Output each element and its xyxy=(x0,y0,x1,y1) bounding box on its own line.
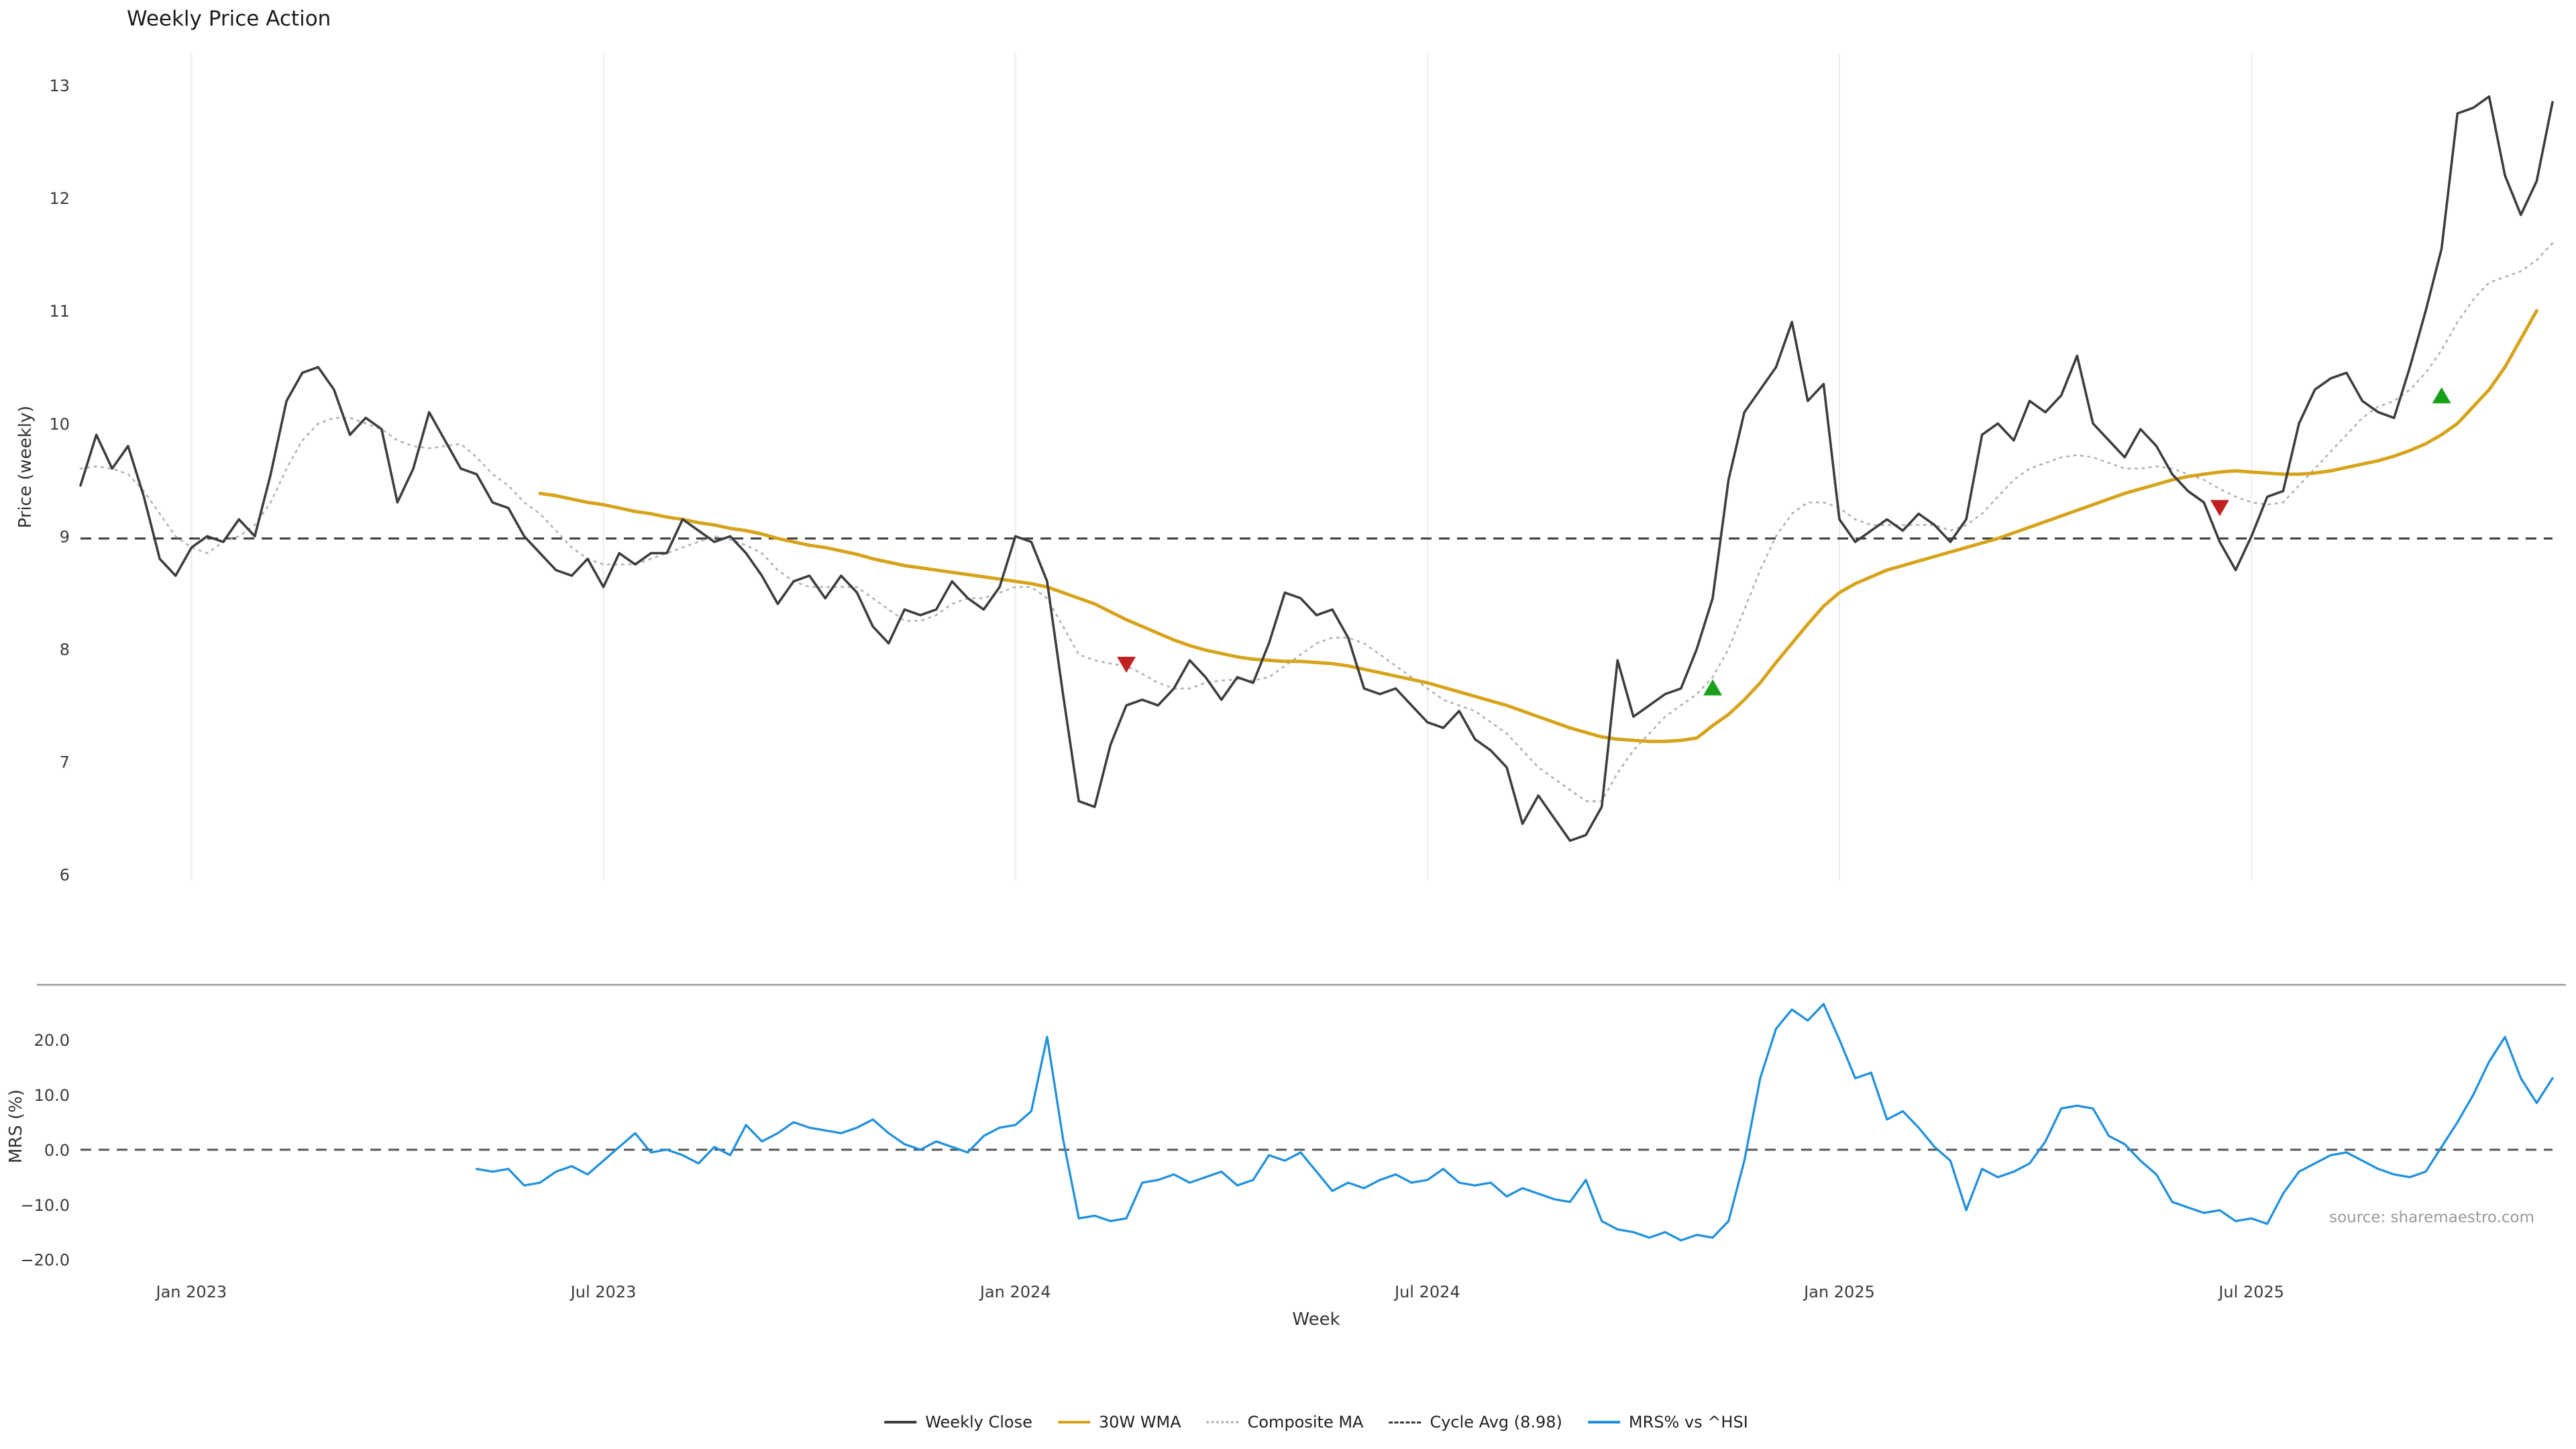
x-tick-label: Jul 2024 xyxy=(1393,1283,1460,1301)
x-tick-label: Jan 2025 xyxy=(1803,1283,1875,1301)
legend: Weekly Close 30W WMA Composite MA Cycle Avg… xyxy=(884,1413,1748,1432)
legend-item: Cycle Avg (8.98) xyxy=(1389,1413,1562,1432)
30w-wma-line xyxy=(538,309,2538,743)
legend-swatch-dashed xyxy=(1389,1421,1421,1424)
price-tick-label: 10 xyxy=(49,415,70,433)
price-tick-label: 13 xyxy=(49,76,70,95)
legend-item: Composite MA xyxy=(1206,1413,1364,1432)
x-tick-label: Jul 2023 xyxy=(570,1283,637,1301)
legend-item: MRS% vs ^HSI xyxy=(1587,1413,1748,1432)
x-tick-label: Jan 2023 xyxy=(155,1283,227,1301)
weekly-close-line xyxy=(79,95,2554,842)
legend-swatch-solid xyxy=(1057,1421,1090,1424)
legend-label: Weekly Close xyxy=(925,1413,1032,1432)
mrs-tick-label: −10.0 xyxy=(20,1196,70,1215)
legend-swatch-solid xyxy=(1587,1421,1620,1424)
chart-canvas: Jan 2023 Jul 2023 Jan 2024 Jul 2024 Jan 2025… xyxy=(20,54,2566,1301)
composite-ma-line xyxy=(79,241,2554,802)
x-tick-label: Jul 2025 xyxy=(2217,1283,2284,1301)
price-tick-label: 6 xyxy=(60,866,70,885)
legend-swatch-dotted xyxy=(1206,1421,1239,1424)
legend-item: 30W WMA xyxy=(1057,1413,1181,1432)
price-tick-label: 8 xyxy=(60,640,70,659)
chart-title: Weekly Price Action xyxy=(127,7,331,31)
price-tick-label: 11 xyxy=(49,302,70,321)
legend-label: MRS% vs ^HSI xyxy=(1628,1413,1748,1432)
legend-swatch-solid xyxy=(884,1421,917,1424)
legend-label: Composite MA xyxy=(1247,1413,1364,1432)
mrs-tick-label: 20.0 xyxy=(34,1031,70,1050)
mrs-tick-label: −20.0 xyxy=(20,1251,70,1270)
x-axis-label: Week xyxy=(1292,1309,1340,1330)
price-tick-label: 7 xyxy=(60,753,70,772)
legend-label: Cycle Avg (8.98) xyxy=(1430,1413,1562,1432)
legend-item: Weekly Close xyxy=(884,1413,1032,1432)
x-tick-label: Jan 2024 xyxy=(979,1283,1051,1301)
legend-label: 30W WMA xyxy=(1098,1413,1181,1432)
price-tick-label: 9 xyxy=(60,527,70,546)
price-tick-label: 12 xyxy=(49,189,70,208)
mrs-tick-label: 10.0 xyxy=(34,1086,70,1105)
source-credit: source: sharemaestro.com xyxy=(2329,1209,2534,1226)
sell-signal-marker xyxy=(1117,656,1136,673)
buy-signal-marker xyxy=(2432,387,2451,404)
buy-signal-marker xyxy=(1703,679,1723,696)
sell-signal-marker xyxy=(2210,500,2229,517)
mrs-tick-label: 0.0 xyxy=(44,1141,70,1160)
mrs-vs-hsi-line xyxy=(475,1003,2554,1242)
